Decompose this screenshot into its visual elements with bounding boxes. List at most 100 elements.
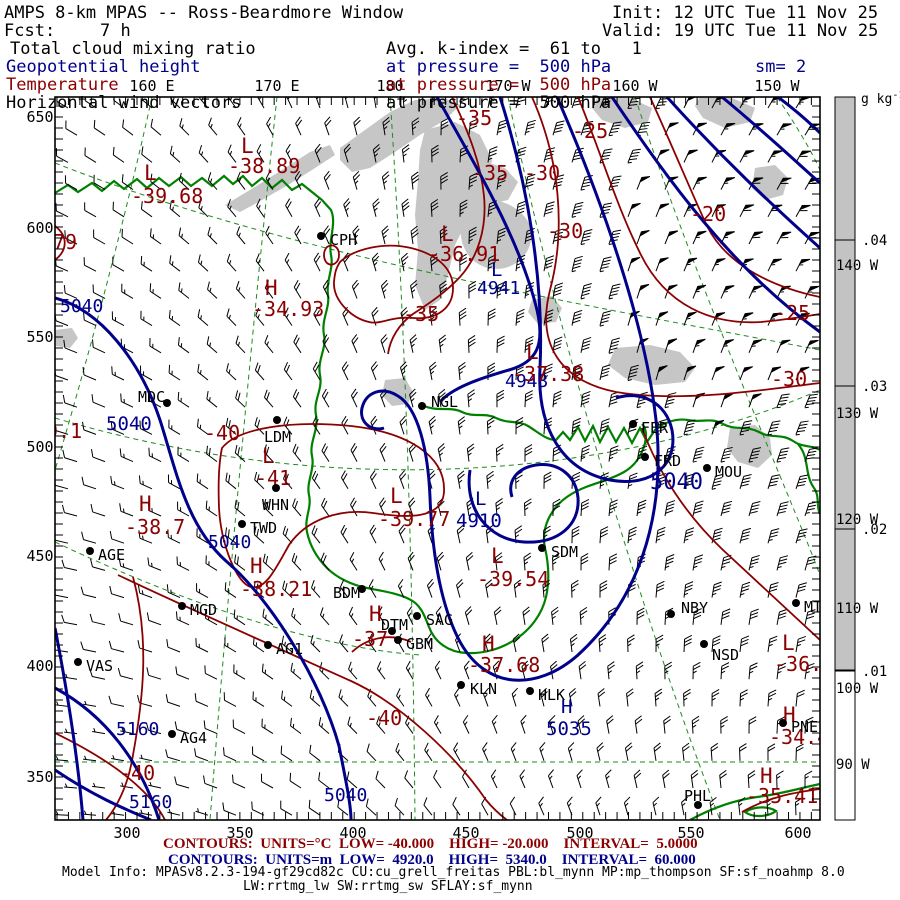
barb-full — [527, 123, 536, 127]
wind-barb — [494, 552, 503, 571]
barb-staff — [261, 781, 274, 789]
barb-half — [496, 452, 501, 456]
wind-barb — [365, 798, 377, 816]
barb-full — [573, 363, 582, 368]
colorbar-longitude-label: 90 W — [836, 757, 870, 773]
barb-full — [581, 130, 590, 134]
barb-full — [466, 555, 474, 562]
barb-staff — [576, 775, 582, 789]
barb-half — [608, 188, 613, 191]
barb-full — [549, 714, 556, 722]
wind-barb — [739, 420, 753, 436]
barb-staff — [264, 397, 274, 408]
wind-barb — [263, 498, 274, 517]
barb-full — [313, 252, 320, 260]
wind-barb — [543, 201, 555, 217]
barb-full — [488, 311, 496, 317]
barb-half — [439, 452, 443, 456]
barb-full — [661, 95, 669, 96]
barb-full — [771, 528, 780, 532]
barb-full — [583, 336, 592, 341]
barb-half — [496, 293, 502, 297]
wind-barb — [626, 688, 634, 707]
wind-barb — [692, 338, 706, 353]
barb-staff — [195, 810, 209, 816]
barb-pennant — [658, 203, 670, 211]
barb-full — [323, 391, 329, 400]
barb-full — [712, 483, 721, 487]
barb-full — [544, 370, 553, 375]
barb-full — [581, 401, 590, 405]
barb-staff — [399, 421, 405, 435]
wind-barb — [371, 306, 379, 326]
barb-half — [172, 97, 175, 102]
barb-full — [597, 688, 605, 694]
barb-pennant — [779, 231, 792, 238]
barb-staff — [313, 313, 321, 326]
barb-half — [378, 722, 381, 727]
barb-full — [777, 666, 786, 671]
wind-barb — [168, 364, 181, 381]
barb-full — [440, 178, 449, 184]
barb-staff — [339, 641, 349, 653]
barb-full — [399, 415, 406, 423]
barb-full — [412, 120, 420, 127]
wind-barb — [467, 335, 476, 353]
barb-half — [351, 558, 355, 563]
barb-staff — [690, 775, 694, 789]
barb-full — [663, 718, 671, 725]
wind-barb — [177, 337, 190, 354]
wind-barb — [61, 504, 78, 517]
barb-full — [430, 310, 438, 317]
barb-full — [610, 445, 619, 450]
wind-barb — [148, 781, 162, 789]
barb-staff — [55, 430, 69, 435]
barb-full — [427, 578, 433, 586]
barb-full — [600, 428, 609, 433]
barb-staff — [309, 752, 321, 762]
barb-full — [638, 449, 647, 453]
barb-full — [515, 417, 524, 422]
barb-staff — [167, 701, 181, 707]
station-dot — [629, 420, 637, 428]
wind-barb — [711, 581, 722, 598]
wind-barb — [552, 552, 560, 571]
barb-full — [284, 307, 289, 316]
barb-staff — [367, 696, 377, 707]
barb-staff — [150, 181, 162, 190]
barb-full — [798, 531, 807, 535]
barb-full — [225, 527, 228, 536]
barb-staff — [310, 642, 321, 653]
wind-barb — [55, 537, 69, 544]
wind-barb — [408, 497, 416, 517]
barb-full — [266, 392, 270, 401]
barb-full — [520, 714, 527, 722]
station-label: KLN — [470, 680, 497, 698]
wind-barb — [459, 199, 468, 217]
barb-full — [122, 119, 125, 128]
wind-barb — [683, 97, 697, 109]
barb-full — [372, 310, 379, 317]
station-label: TWD — [250, 519, 277, 537]
barb-full — [236, 556, 239, 565]
barb-half — [608, 351, 613, 354]
barb-full — [338, 689, 342, 698]
wind-barb — [692, 608, 702, 625]
barb-full — [748, 719, 757, 725]
barb-full — [629, 371, 638, 375]
barb-full — [550, 664, 558, 671]
barb-staff — [311, 532, 321, 544]
wind-barb — [207, 226, 218, 245]
wind-barb — [627, 202, 641, 217]
wind-barb — [203, 775, 218, 789]
barb-full — [715, 473, 724, 477]
wind-barb — [84, 147, 97, 163]
wind-barb — [370, 415, 378, 435]
wind-barb — [543, 255, 555, 272]
barb-full — [437, 555, 445, 562]
barb-staff — [55, 649, 69, 653]
fcst-label: Fcst: — [4, 21, 56, 41]
wind-barb — [454, 687, 461, 707]
barb-full — [344, 255, 350, 263]
barb-full — [409, 334, 417, 341]
